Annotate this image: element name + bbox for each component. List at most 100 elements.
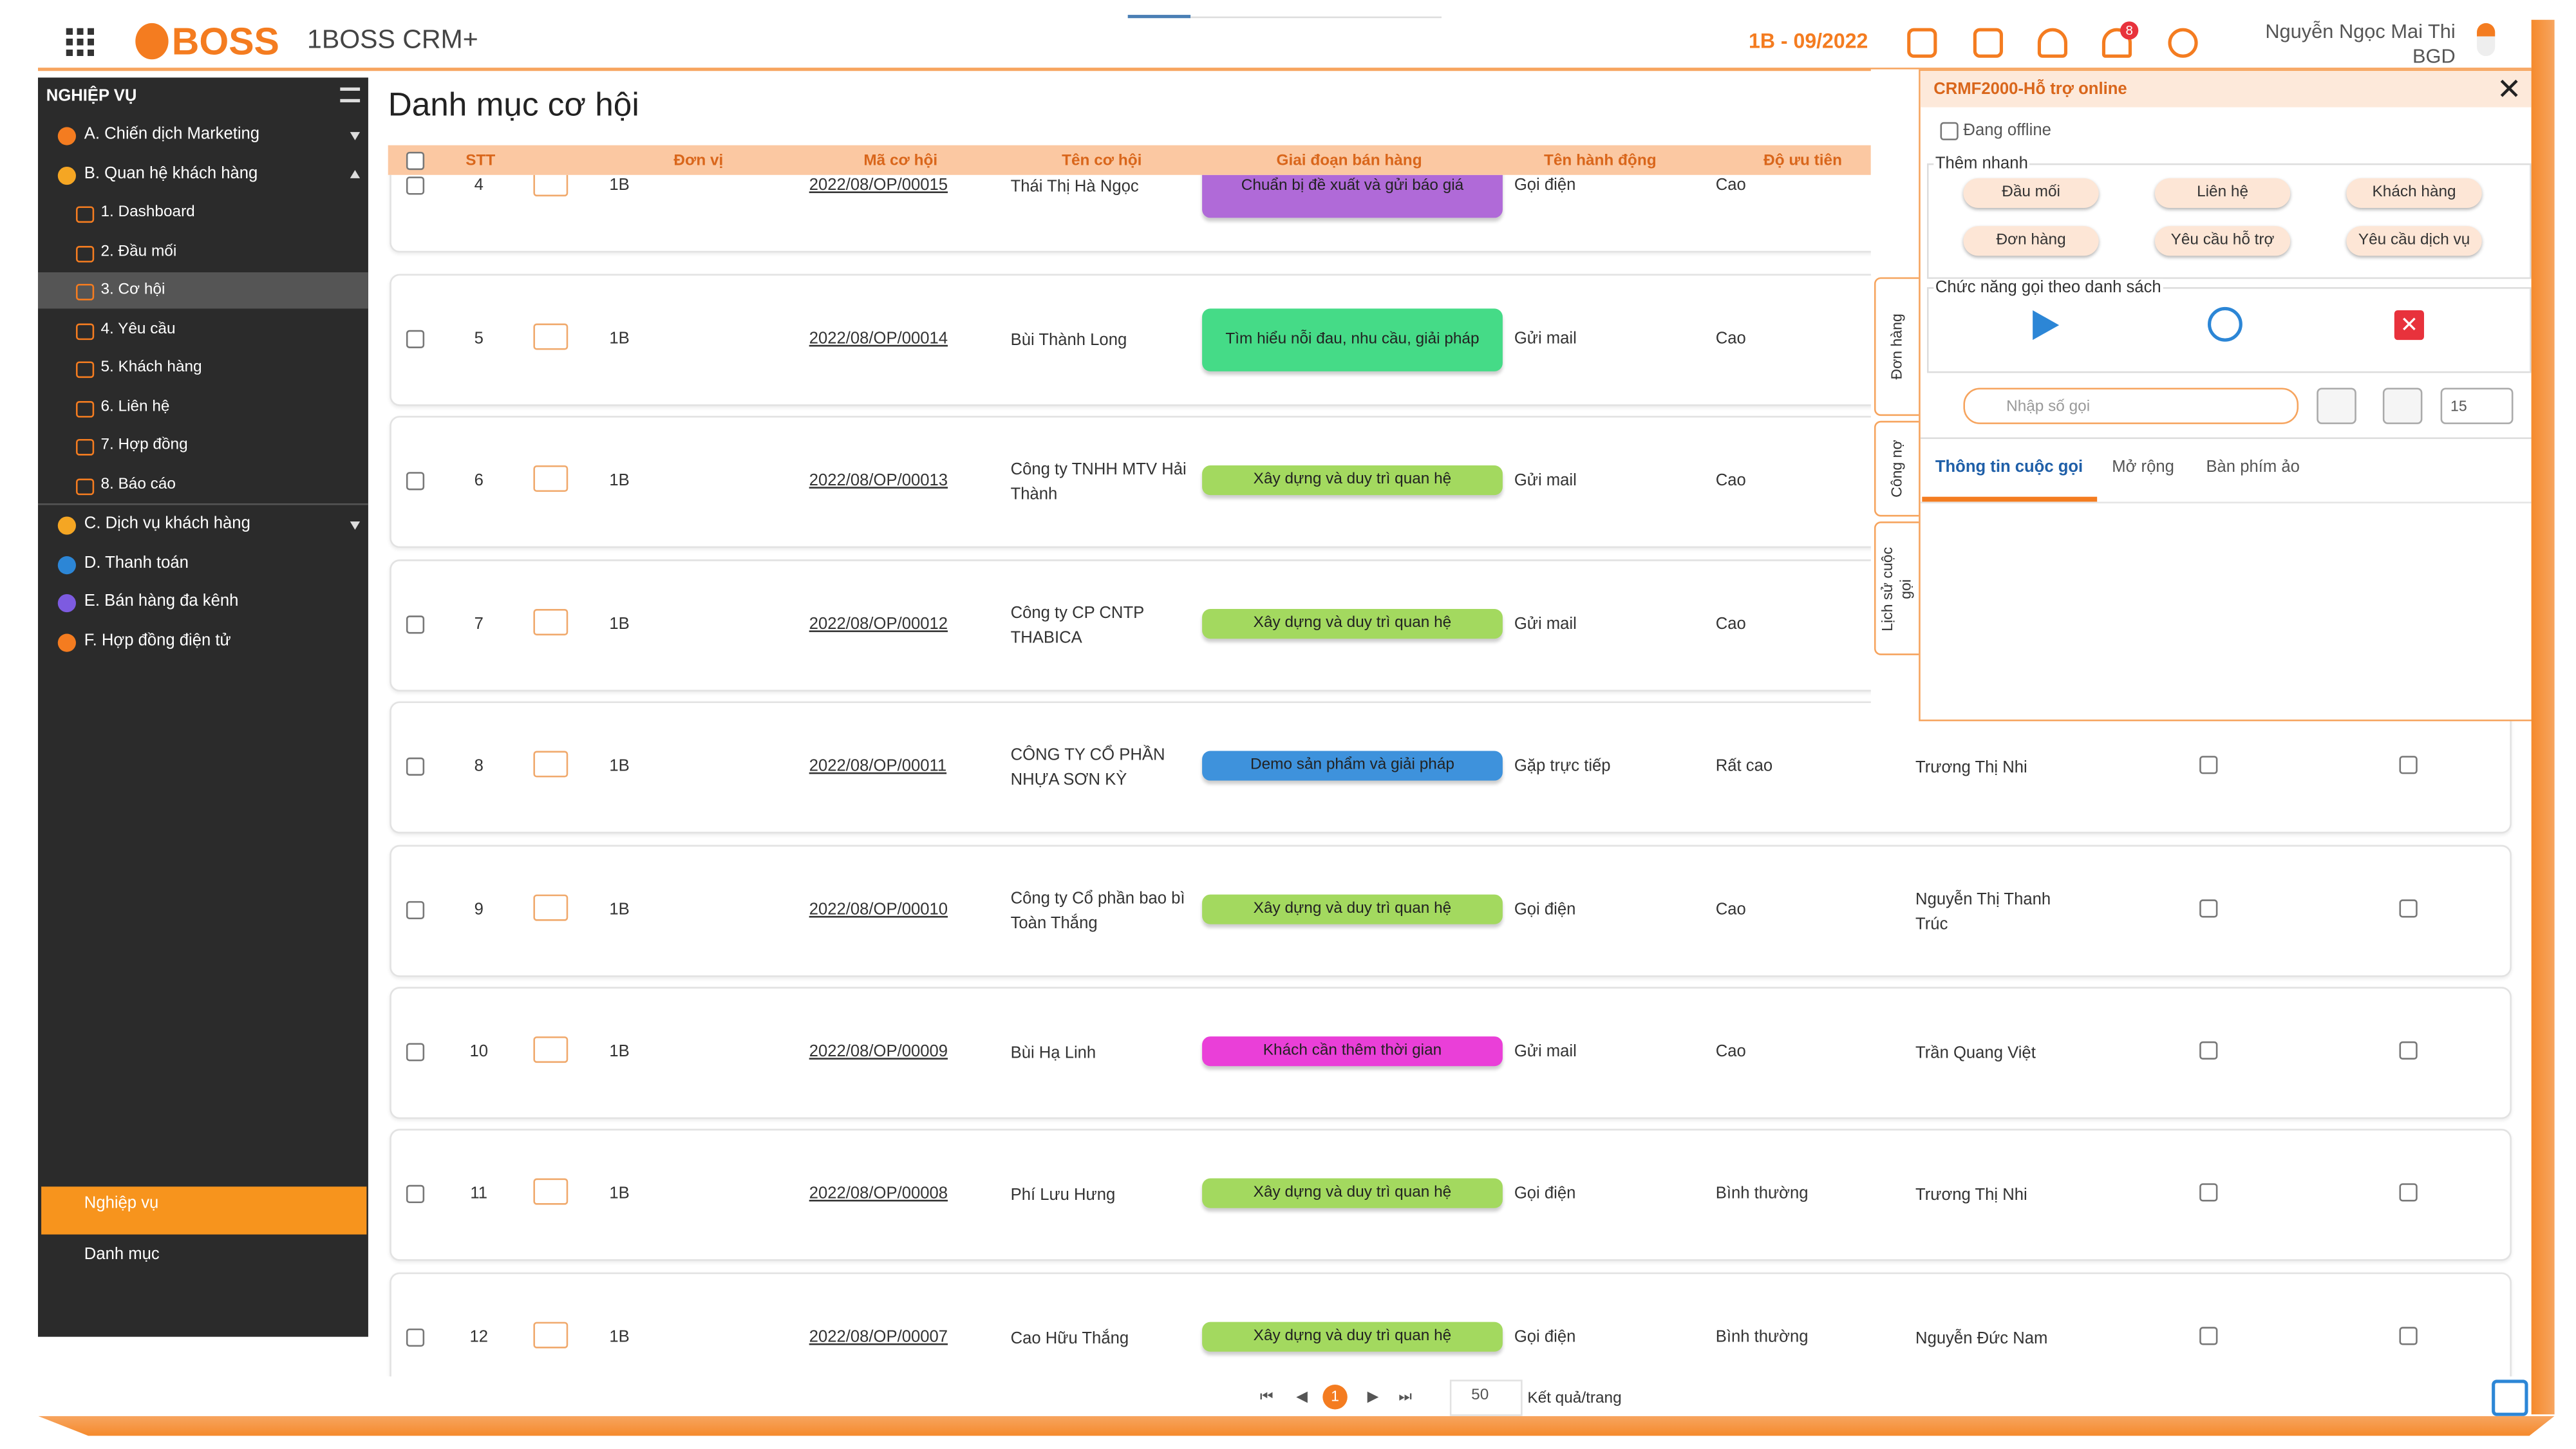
comment-icon[interactable]	[533, 1179, 569, 1206]
code[interactable]: 2022/08/OP/00014	[809, 330, 948, 348]
exit-button[interactable]	[2492, 1379, 2528, 1416]
comment-icon[interactable]	[533, 323, 569, 350]
row-checkbox[interactable]	[406, 900, 425, 919]
column-header[interactable]: STT	[465, 151, 496, 171]
quick-add-button[interactable]: Yêu cầu dịch vụ	[2346, 226, 2482, 256]
comment-icon[interactable]	[533, 1036, 569, 1063]
sidebar-subitem[interactable]: 4. Yêu cầu	[100, 319, 176, 338]
panel-close[interactable]: ✕	[2496, 72, 2522, 106]
first-page[interactable]: ⏮	[1259, 1388, 1274, 1405]
bottom-item[interactable]: Nghiệp vụ	[84, 1195, 159, 1213]
sidebar-toggle[interactable]	[340, 87, 361, 102]
sidebar-item[interactable]: A. Chiến dịch Marketing	[84, 125, 260, 144]
sidebar-item[interactable]: D. Thanh toán	[84, 554, 189, 573]
sidebar-subitem[interactable]: 6. Liên hệ	[100, 397, 170, 416]
tasks-icon[interactable]	[1907, 28, 1937, 58]
side-tab[interactable]: Công nợ	[1874, 420, 1921, 517]
row-checkbox[interactable]	[406, 176, 425, 195]
code[interactable]: 2022/08/OP/00008	[809, 1185, 948, 1204]
quick-add-button[interactable]: Đầu mối	[1963, 178, 2099, 209]
panel-tab[interactable]: Bàn phím ảo	[2206, 458, 2300, 477]
comment-icon[interactable]	[533, 1322, 569, 1349]
stop-button[interactable]: ✕	[2394, 310, 2424, 341]
page-size-input[interactable]	[1449, 1379, 1523, 1416]
quick-add-button[interactable]: Đơn hàng	[1963, 226, 2099, 256]
sidebar-subitem[interactable]: 5. Khách hàng	[100, 358, 202, 377]
priority: Cao	[1715, 176, 1746, 195]
quick-add-button[interactable]: Liên hệ	[2154, 178, 2291, 209]
column-header[interactable]: Giai đoạn bán hàng	[1276, 151, 1422, 171]
next-button[interactable]	[2208, 306, 2242, 342]
column-header[interactable]: Độ ưu tiên	[1763, 151, 1842, 171]
column-header[interactable]: Mã cơ hội	[863, 151, 938, 171]
comment-icon[interactable]	[533, 465, 569, 493]
sidebar-item[interactable]: B. Quan hệ khách hàng	[84, 164, 258, 183]
name: Phí Lưu Hưng	[1010, 1187, 1116, 1206]
column-header[interactable]: Đơn vị	[673, 151, 724, 171]
flag-checkbox[interactable]	[2199, 1041, 2218, 1060]
next-page[interactable]: ▶	[1367, 1388, 1379, 1405]
flag-checkbox[interactable]	[2399, 899, 2418, 917]
avatar[interactable]	[2477, 23, 2496, 57]
support-icon[interactable]	[2037, 28, 2068, 58]
code[interactable]: 2022/08/OP/00015	[809, 176, 948, 195]
sidebar-subitem[interactable]: 8. Báo cáo	[100, 474, 176, 493]
row-checkbox[interactable]	[406, 330, 425, 348]
sidebar-subitem[interactable]: 7. Hợp đồng	[100, 436, 188, 454]
column-header[interactable]: Tên cơ hội	[1062, 151, 1142, 171]
comment-icon[interactable]	[533, 751, 569, 778]
side-tab[interactable]: Lịch sử cuộc gọi	[1874, 521, 1921, 655]
row-checkbox[interactable]	[406, 758, 425, 776]
code[interactable]: 2022/08/OP/00007	[809, 1328, 948, 1347]
code[interactable]: 2022/08/OP/00009	[809, 1043, 948, 1061]
offline-checkbox[interactable]	[1940, 122, 1959, 140]
flag-checkbox[interactable]	[2399, 1326, 2418, 1345]
bottom-item[interactable]: Danh mục	[84, 1246, 160, 1264]
code[interactable]: 2022/08/OP/00013	[809, 472, 948, 491]
code[interactable]: 2022/08/OP/00010	[809, 900, 948, 919]
flag-checkbox[interactable]	[2199, 756, 2218, 774]
column-header[interactable]: Tên hành động	[1543, 151, 1657, 171]
flag-checkbox[interactable]	[2199, 1326, 2218, 1345]
settings-icon[interactable]	[2168, 28, 2198, 58]
flag-checkbox[interactable]	[2399, 1184, 2418, 1202]
last-page[interactable]: ⏭	[1398, 1388, 1413, 1405]
row-checkbox[interactable]	[406, 1328, 425, 1347]
sidebar-item[interactable]: E. Bán hàng đa kênh	[84, 593, 239, 612]
row-checkbox[interactable]	[406, 615, 425, 633]
flag-checkbox[interactable]	[2199, 1184, 2218, 1202]
phone-input[interactable]	[1963, 388, 2299, 424]
period[interactable]: 1B - 09/2022	[1749, 30, 1868, 53]
comment-icon[interactable]	[533, 174, 569, 197]
sidebar-item[interactable]: C. Dịch vụ khách hàng	[84, 515, 250, 534]
flag-checkbox[interactable]	[2399, 1041, 2418, 1060]
prev-page[interactable]: ◀	[1296, 1388, 1308, 1405]
flag-checkbox[interactable]	[2199, 899, 2218, 917]
flag-checkbox[interactable]	[2399, 756, 2418, 774]
calendar-icon[interactable]	[1973, 28, 2003, 58]
bell-icon[interactable]	[2101, 28, 2132, 58]
panel-tab[interactable]: Thông tin cuộc gọi	[1935, 458, 2083, 477]
code[interactable]: 2022/08/OP/00012	[809, 615, 948, 633]
code[interactable]: 2022/08/OP/00011	[809, 758, 947, 776]
transfer-button[interactable]	[2382, 388, 2423, 424]
side-tab[interactable]: Đơn hàng	[1874, 277, 1921, 416]
quick-add-button[interactable]: Khách hàng	[2346, 178, 2482, 209]
quick-add-button[interactable]: Yêu cầu hỗ trợ	[2154, 226, 2291, 256]
comment-icon[interactable]	[533, 893, 569, 921]
comment-icon[interactable]	[533, 608, 569, 635]
sidebar-subitem[interactable]: 3. Cơ hội	[100, 281, 165, 299]
sidebar-subitem[interactable]: 2. Đầu mối	[100, 242, 177, 261]
call-button[interactable]	[2317, 388, 2356, 424]
sidebar-subitem[interactable]: 1. Dashboard	[100, 203, 195, 222]
apps-menu[interactable]	[66, 28, 95, 57]
play-button[interactable]	[2033, 310, 2060, 341]
count-input[interactable]	[2440, 388, 2514, 424]
header-checkbox[interactable]	[406, 151, 425, 171]
current-page[interactable]: 1	[1322, 1385, 1348, 1410]
panel-tab[interactable]: Mở rộng	[2112, 458, 2174, 477]
row-checkbox[interactable]	[406, 1043, 425, 1061]
row-checkbox[interactable]	[406, 1185, 425, 1204]
sidebar-item[interactable]: F. Hợp đồng điện tử	[84, 631, 231, 651]
row-checkbox[interactable]	[406, 472, 425, 491]
